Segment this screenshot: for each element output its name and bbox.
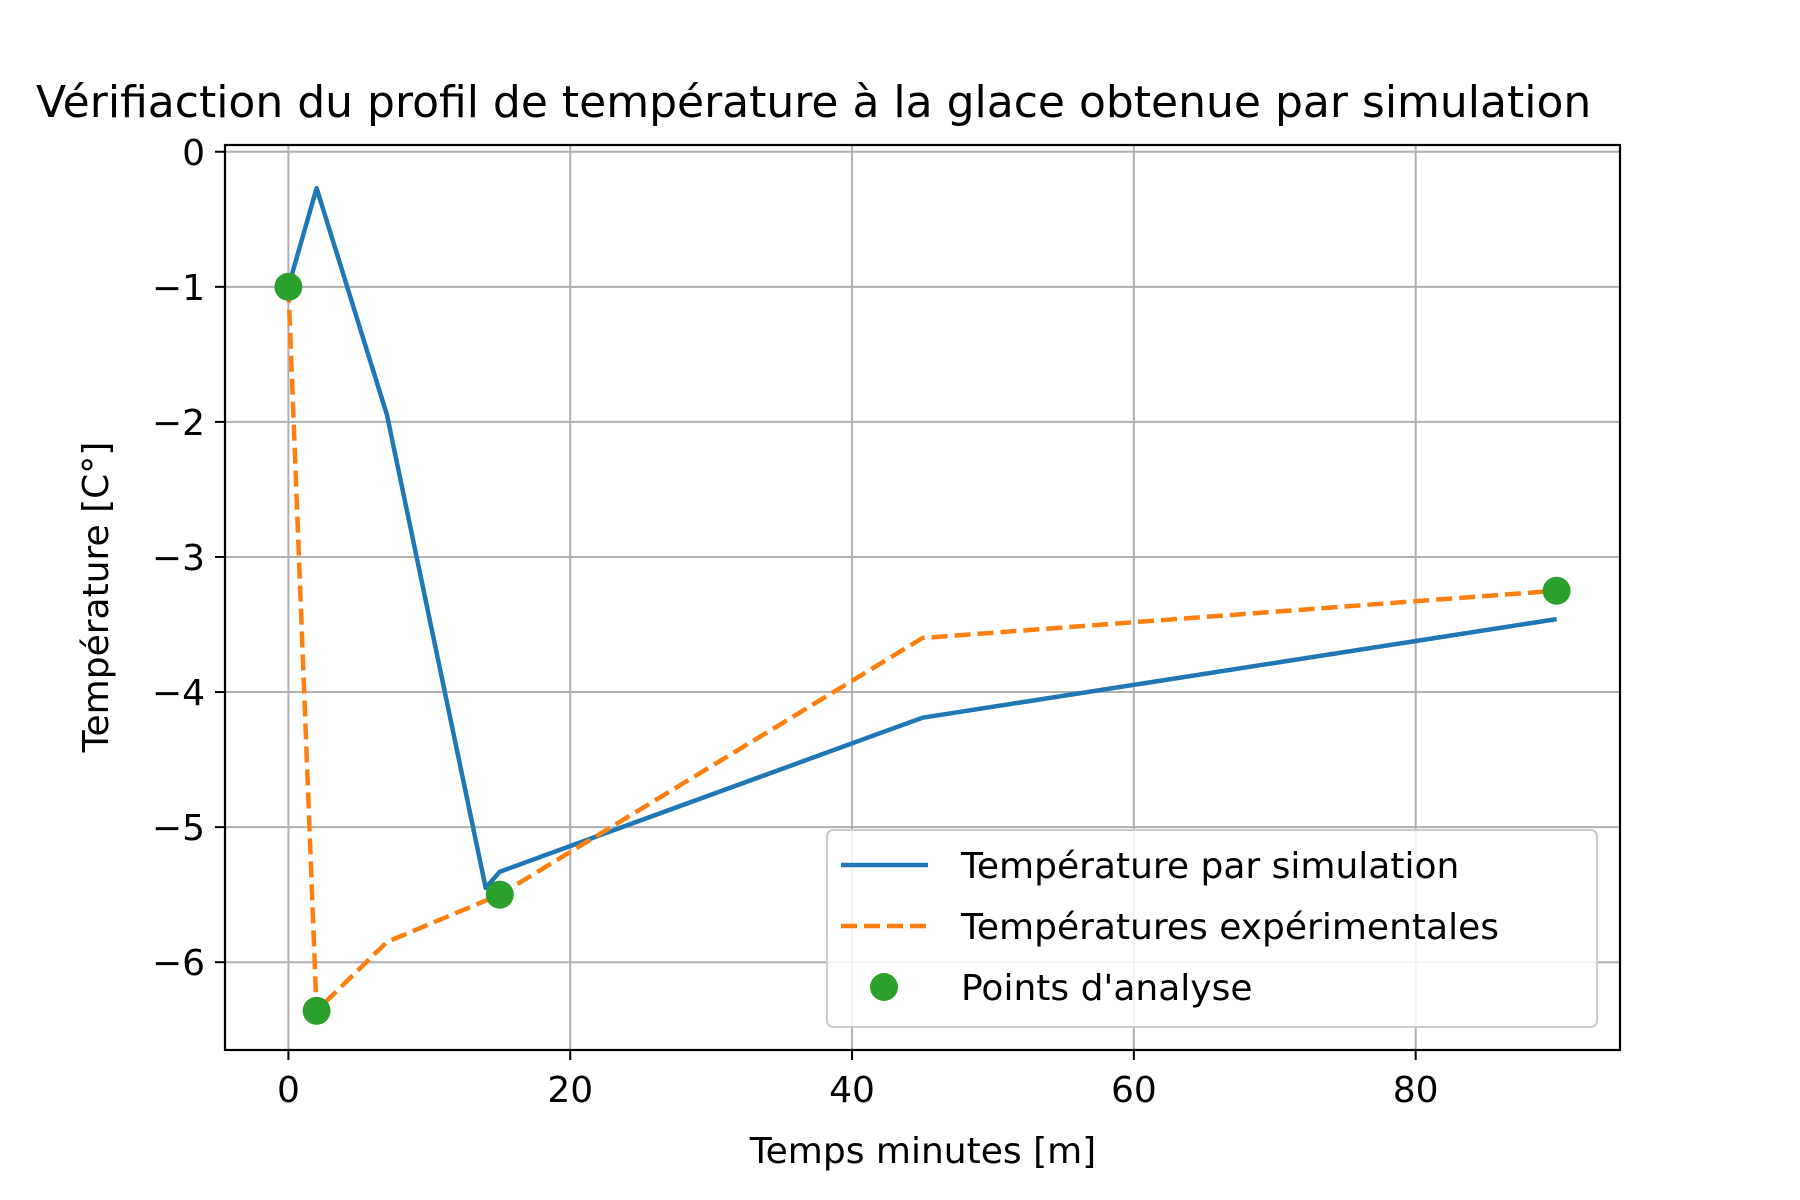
legend-label: Points d'analyse	[961, 968, 1252, 1009]
y-tick-label: 0	[182, 133, 205, 174]
series-layer	[274, 185, 1571, 1025]
analysis-point	[1542, 576, 1571, 605]
x-axis-label: Temps minutes [m]	[749, 1131, 1096, 1172]
experimental-line	[286, 286, 1557, 1014]
x-tick-label: 80	[1393, 1070, 1439, 1111]
y-tick-label: −3	[152, 538, 205, 579]
y-axis-label: Température [C°]	[76, 442, 117, 754]
analysis-point	[302, 996, 331, 1025]
legend-label: Températures expérimentales	[960, 907, 1499, 948]
y-tick-label: −1	[152, 268, 205, 309]
chart-title: Vérifiaction du profil de température à …	[36, 77, 1591, 128]
legend-box	[826, 829, 1598, 1028]
simulation-line	[286, 185, 1557, 891]
analysis-point	[485, 880, 514, 909]
x-tick-label: 0	[277, 1070, 300, 1111]
y-tick-label: −4	[152, 673, 205, 714]
legend-label: Température par simulation	[960, 846, 1459, 887]
analysis-point	[274, 272, 303, 301]
legend-marker	[870, 973, 898, 1001]
plot-frame	[223, 143, 1622, 1052]
y-tick-label: −6	[152, 943, 205, 984]
x-tick-label: 40	[829, 1070, 875, 1111]
legend: Température par simulation Températures e…	[826, 829, 1598, 1028]
axis-ticks: 0 20 40 60 80 0 −1 −2 −3 −4 −5 −6	[152, 133, 1439, 1111]
x-tick-label: 20	[547, 1070, 593, 1111]
y-tick-label: −5	[152, 808, 205, 849]
x-tick-label: 60	[1111, 1070, 1157, 1111]
y-tick-label: −2	[152, 403, 205, 444]
